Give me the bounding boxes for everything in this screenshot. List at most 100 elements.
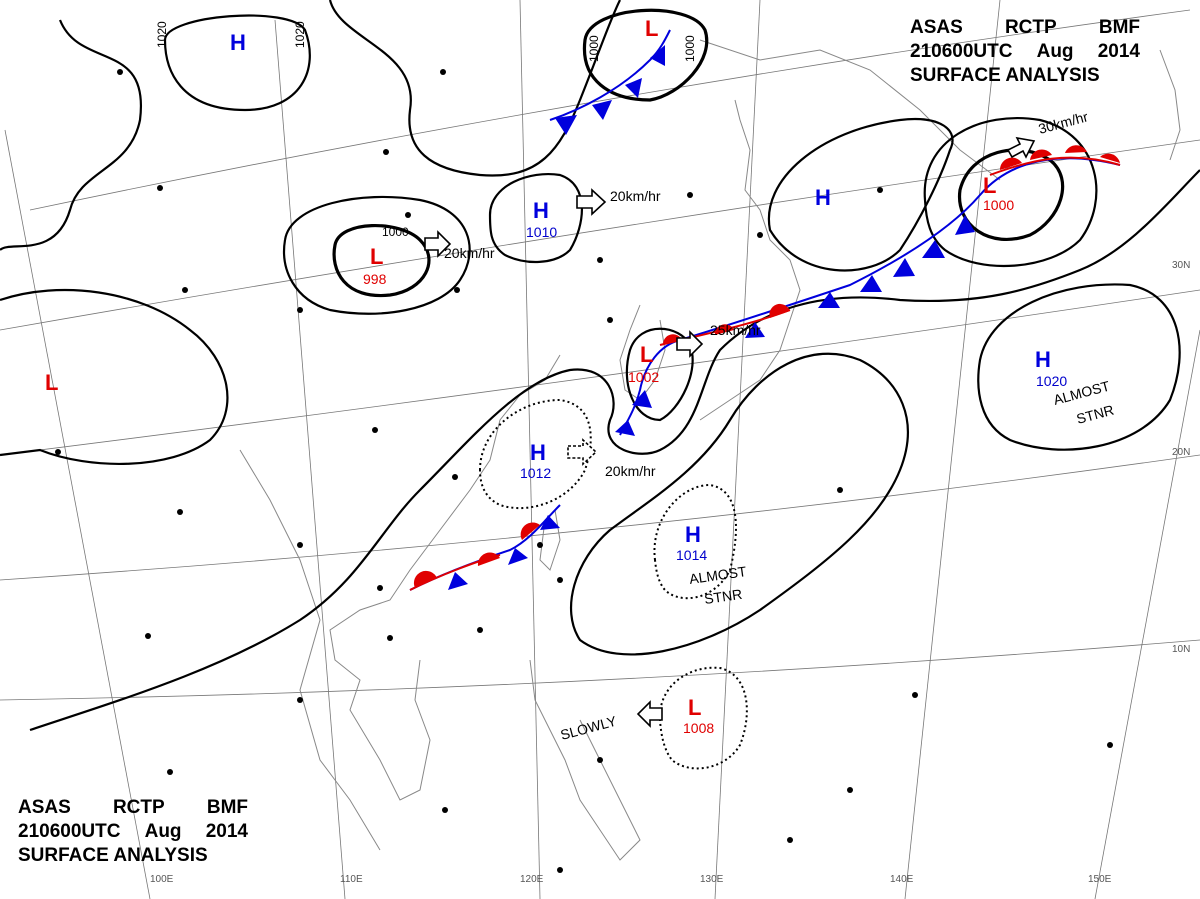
lat-line-30n — [0, 139, 1200, 331]
dotted-isobars — [478, 398, 748, 770]
title-time: 210600UTC — [18, 821, 121, 842]
high-center-1020-value: 1020 — [1036, 373, 1067, 389]
station-marker — [55, 449, 61, 455]
lat-label-10n: 10N — [1172, 644, 1190, 655]
cold-tooth — [745, 322, 765, 338]
warm-bump — [477, 552, 500, 566]
low-center-1008: L — [688, 695, 701, 720]
warm-bump — [1100, 153, 1120, 163]
isobar-west-trough — [0, 288, 229, 466]
station-marker — [757, 232, 763, 238]
station-marker — [1107, 742, 1113, 748]
warm-bump — [520, 522, 540, 540]
title-product: BMF — [1098, 17, 1140, 38]
lat-label-30n: 30N — [1172, 260, 1190, 271]
notes: ALMOST STNR ALMOST STNR — [688, 377, 1115, 607]
warm-bump — [662, 334, 682, 345]
motion-arrow-1002 — [676, 330, 704, 358]
cold-tooth — [625, 78, 642, 98]
dotted-isobar-1008 — [658, 666, 748, 770]
isobar-south-ridge — [570, 352, 909, 656]
movement-arrows — [424, 136, 1036, 728]
cold-tooth — [632, 390, 652, 408]
station-marker — [557, 577, 563, 583]
cold-tooth — [893, 258, 915, 277]
title-line-3: SURFACE ANALYSIS — [18, 845, 208, 866]
station-marker — [537, 542, 543, 548]
isobar-north-ridge — [328, 0, 621, 177]
title-block-top-right: ASAS RCTP BMF 210600UTC Aug 2014 SURFACE… — [910, 16, 1140, 88]
isobar-around-1000-east — [923, 117, 1098, 268]
isobar-low-1002 — [625, 327, 694, 422]
cold-tooth — [508, 548, 528, 565]
note-almost-1014: ALMOST — [688, 563, 748, 587]
isobar-1000-low-998 — [332, 223, 431, 298]
motion-arrow-1000-east — [1006, 136, 1036, 159]
isobar-label-1000-998: 1000 — [382, 225, 409, 239]
lon-line-120e — [519, 0, 541, 899]
station-marker — [383, 149, 389, 155]
lat-line-10n — [0, 454, 1200, 581]
movement-label-1002: 25km/hr — [710, 322, 761, 338]
title-line-2: 210600UTC Aug 2014 — [18, 820, 248, 844]
cold-tooth — [818, 292, 840, 308]
warm-bump — [1065, 145, 1087, 153]
station-marker — [477, 627, 483, 633]
low-center-998-value: 998 — [363, 271, 387, 287]
station-marker — [177, 509, 183, 515]
isobar-label-1000-north-b: 1000 — [683, 35, 697, 62]
movement-label-1010: 20km/hr — [610, 188, 661, 204]
station-marker — [452, 474, 458, 480]
lon-label-140e: 140E — [890, 874, 914, 885]
cold-tooth — [650, 45, 665, 66]
lon-line-110e — [274, 19, 346, 899]
title-year: 2014 — [1097, 41, 1140, 62]
title-block-bottom-left: ASAS RCTP BMF 210600UTC Aug 2014 SURFACE… — [18, 796, 248, 868]
isobar-1000-low-east — [957, 148, 1065, 241]
lon-line-150e — [1094, 329, 1200, 899]
lon-line-130e — [714, 0, 761, 899]
motion-arrow-998 — [424, 230, 452, 258]
coastlines — [239, 39, 1181, 861]
lat-line-20n — [0, 289, 1200, 456]
station-marker — [440, 69, 446, 75]
lon-label-150e: 150E — [1088, 874, 1112, 885]
cold-tooth — [555, 115, 577, 135]
cold-tooth — [860, 275, 882, 292]
high-center-north: H — [230, 30, 246, 55]
pressure-centers: H H 1010 H 1012 H 1014 H H 1020 L L 998 … — [45, 16, 1067, 736]
dotted-isobar-1014 — [653, 483, 737, 600]
lat-line-0n — [0, 639, 1200, 701]
coastline-kamchatka — [1159, 49, 1181, 161]
dotted-isobar-1012 — [478, 398, 592, 510]
low-center-1002-value: 1002 — [628, 369, 659, 385]
front-north-cold — [549, 29, 671, 121]
lon-label-100e: 100E — [150, 874, 174, 885]
station-marker — [912, 692, 918, 698]
lon-line-140e — [904, 0, 1001, 899]
station-marker — [387, 635, 393, 641]
note-stnr-1020: STNR — [1075, 402, 1116, 427]
station-marker — [687, 192, 693, 198]
low-center-west: L — [45, 370, 58, 395]
station-plots — [55, 69, 1113, 873]
isobar-1020-north-high — [163, 14, 311, 112]
cold-tooth — [448, 572, 468, 590]
grid-labels: 100E 110E 120E 130E 140E 150E 30N 20N 10… — [150, 260, 1190, 885]
warm-bump — [1030, 149, 1052, 160]
cold-tooth — [592, 100, 612, 120]
station-marker — [607, 317, 613, 323]
lat-label-20n: 20N — [1172, 447, 1190, 458]
station-marker — [145, 633, 151, 639]
station-marker — [182, 287, 188, 293]
low-center-north: L — [645, 16, 658, 41]
isobar-1000-low-top — [582, 8, 709, 102]
station-marker — [377, 585, 383, 591]
low-center-1000: L — [983, 173, 996, 198]
motion-arrow-1012 — [567, 438, 598, 466]
cold-tooth — [540, 515, 560, 530]
station-marker — [117, 69, 123, 75]
